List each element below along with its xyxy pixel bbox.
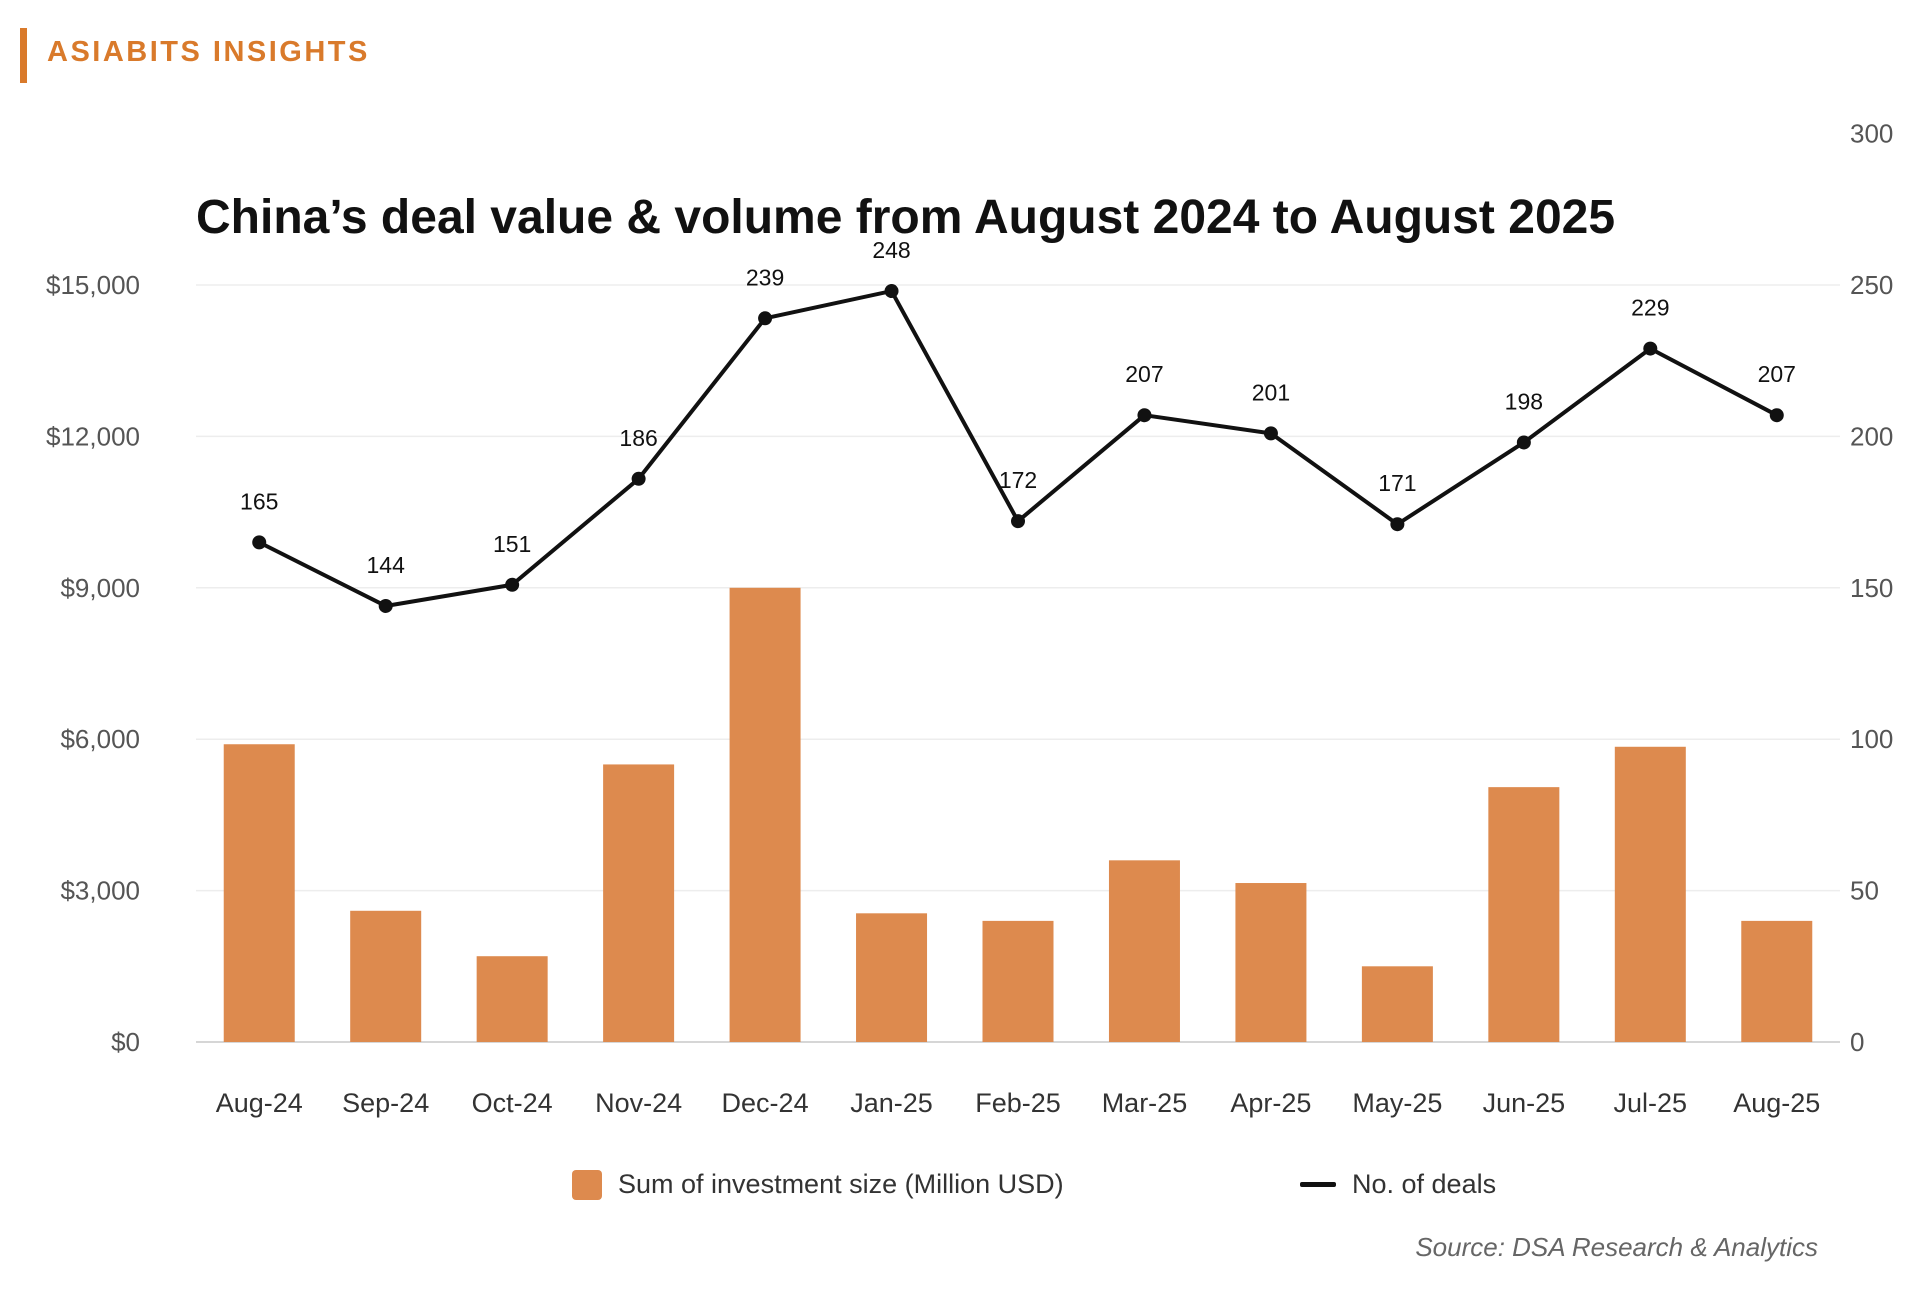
deals-data-label: 171 [1378,470,1416,496]
x-tick-label: Feb-25 [975,1088,1061,1118]
x-tick-label: Oct-24 [472,1088,553,1118]
deals-data-label: 239 [746,264,784,290]
deals-data-label: 201 [1252,379,1290,405]
y-left-tick-label: $3,000 [60,876,140,906]
legend-item-investment[interactable]: Sum of investment size (Million USD) [572,1169,1064,1200]
legend-label-deals: No. of deals [1352,1169,1497,1199]
x-tick-label: Aug-25 [1733,1088,1820,1118]
deals-point-may-25 [1390,517,1405,532]
deals-data-label: 207 [1125,361,1163,387]
legend-item-deals[interactable]: No. of deals [1300,1169,1496,1200]
legend-swatch-line [1300,1182,1336,1187]
deals-data-label: 207 [1758,361,1796,387]
bar-oct-24 [476,956,548,1042]
deals-point-aug-24 [252,535,267,550]
bar-feb-25 [982,920,1054,1042]
x-tick-label: Mar-25 [1102,1088,1188,1118]
deals-data-label: 172 [999,467,1037,493]
x-tick-label: Dec-24 [722,1088,809,1118]
bar-dec-24 [729,587,801,1042]
deals-point-mar-25 [1137,408,1152,423]
deals-point-dec-24 [758,311,773,326]
y-right-tick-label: 50 [1850,876,1879,906]
bar-sep-24 [350,910,422,1042]
bar-jul-25 [1614,746,1686,1042]
y-right-tick-label: 300 [1850,119,1893,149]
bar-jun-25 [1488,787,1560,1042]
deals-line [257,289,1779,608]
y-left-tick-label: $6,000 [60,724,140,754]
chart-title: China’s deal value & volume from August … [196,191,1616,244]
deals-data-label: 151 [493,531,531,557]
y-right-tick-label: 100 [1850,724,1893,754]
deals-point-aug-25 [1769,408,1784,423]
deals-point-sep-24 [378,598,393,613]
x-tick-label: Jun-25 [1483,1088,1566,1118]
source-note: Source: DSA Research & Analytics [1415,1232,1818,1262]
bar-aug-25 [1741,920,1813,1042]
deals-data-label: 229 [1631,295,1669,321]
deals-data-label: 144 [367,552,406,578]
x-tick-label: Jan-25 [850,1088,933,1118]
y-right-tick-label: 0 [1850,1027,1864,1057]
deals-data-label: 248 [872,237,910,263]
x-tick-label: Sep-24 [342,1088,429,1118]
brand-label: ASIABITS INSIGHTS [47,36,370,68]
deals-point-oct-24 [505,577,520,592]
y-right-tick-label: 200 [1850,421,1893,451]
y-right-tick-label: 150 [1850,573,1893,603]
x-tick-label: Apr-25 [1230,1088,1311,1118]
bar-apr-25 [1235,883,1307,1042]
legend-label-investment: Sum of investment size (Million USD) [618,1169,1064,1199]
deals-point-jul-25 [1643,341,1658,356]
bar-aug-24 [223,744,295,1042]
y-left-tick-label: $15,000 [46,270,140,300]
brand-bar: ASIABITS INSIGHTS [20,28,367,83]
x-tick-label: Aug-24 [216,1088,303,1118]
deals-point-feb-25 [1011,514,1025,529]
x-tick-label: Nov-24 [595,1088,682,1118]
deals-data-label: 186 [619,425,657,451]
bar-jan-25 [856,913,928,1042]
deals-point-nov-24 [631,471,646,486]
deals-data-label: 198 [1505,388,1543,414]
deals-point-jan-25 [884,284,899,299]
deals-data-label: 165 [240,488,278,514]
y-left-tick-label: $0 [111,1027,140,1057]
bar-mar-25 [1108,860,1180,1042]
bar-may-25 [1361,966,1433,1042]
bar-nov-24 [603,764,675,1042]
deals-point-jun-25 [1516,435,1531,450]
y-right-tick-label: 250 [1850,270,1893,300]
deals-point-apr-25 [1263,426,1278,441]
y-left-tick-label: $12,000 [46,421,140,451]
x-tick-label: May-25 [1352,1088,1442,1118]
y-left-tick-label: $9,000 [60,573,140,603]
legend-swatch-bar [572,1169,602,1200]
x-tick-label: Jul-25 [1614,1088,1688,1118]
